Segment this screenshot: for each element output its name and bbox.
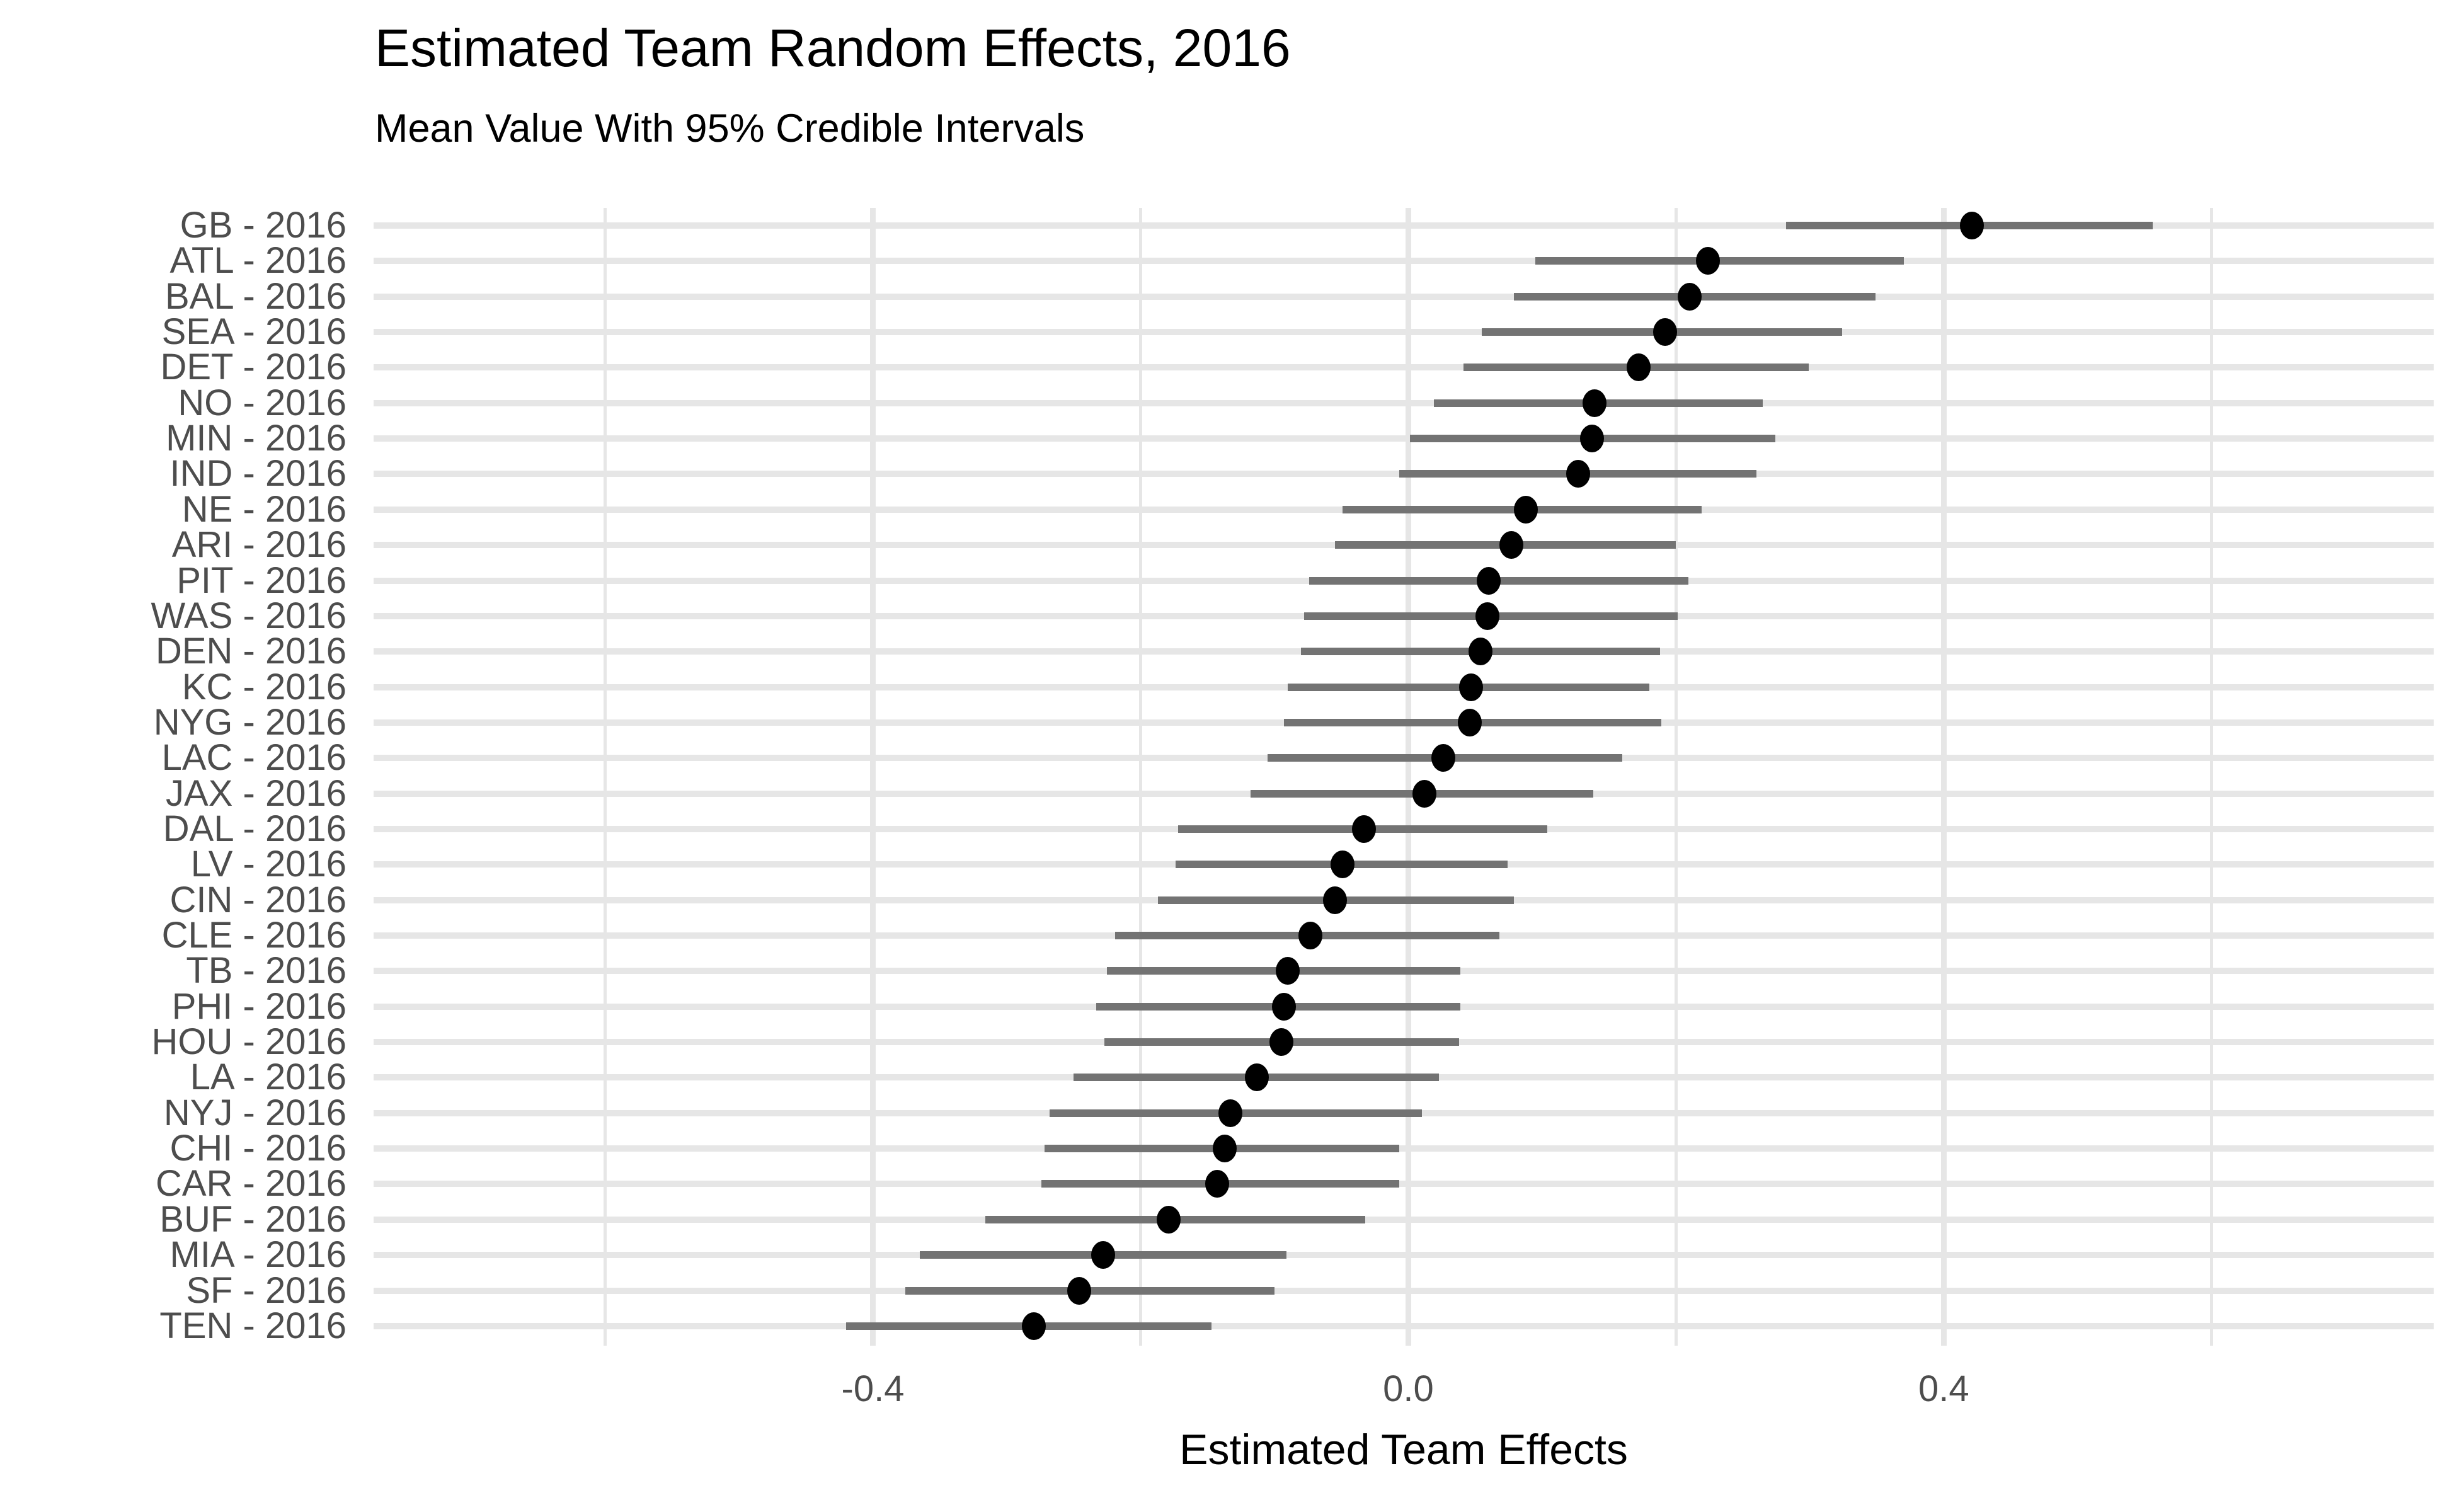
vertical-gridline-major [1405, 208, 1411, 1346]
y-axis-label: BUF - 2016 [159, 1198, 346, 1240]
mean-point [1566, 460, 1591, 488]
mean-point [1322, 886, 1347, 914]
row-gridline [374, 258, 2434, 265]
mean-point [1476, 566, 1501, 595]
y-axis-label: JAX - 2016 [166, 772, 346, 814]
x-axis-tick-label: 0.0 [1383, 1368, 1434, 1409]
row-gridline [374, 222, 2434, 229]
row-gridline [374, 293, 2434, 300]
mean-point [1475, 602, 1499, 630]
y-axis-label: LA - 2016 [190, 1057, 346, 1098]
row-gridline [374, 1287, 2434, 1294]
mean-point [1458, 708, 1482, 736]
mean-point [1218, 1099, 1242, 1127]
x-axis-tick-label: -0.4 [841, 1368, 905, 1409]
mean-point [1696, 247, 1721, 275]
mean-point [1579, 425, 1604, 453]
y-axis-label: DAL - 2016 [163, 808, 346, 849]
y-axis-label: KC - 2016 [181, 666, 346, 707]
y-axis-label: PHI - 2016 [171, 985, 346, 1027]
y-axis-label: SF - 2016 [186, 1269, 346, 1311]
y-axis-label: PIT - 2016 [176, 559, 346, 601]
y-axis-label: SEA - 2016 [161, 311, 346, 353]
mean-point [1499, 531, 1524, 559]
mean-point [1352, 815, 1377, 843]
chart-title: Estimated Team Random Effects, 2016 [375, 18, 1291, 77]
x-axis-title: Estimated Team Effects [1179, 1426, 1628, 1474]
mean-point [1677, 282, 1702, 311]
vertical-gridline-minor [604, 208, 607, 1346]
mean-point [1269, 1028, 1293, 1057]
y-axis-label: NYJ - 2016 [163, 1092, 346, 1133]
mean-point [1626, 353, 1651, 382]
y-axis-label: NYG - 2016 [153, 701, 346, 743]
row-gridline [374, 435, 2434, 442]
y-axis-label: TB - 2016 [186, 950, 346, 992]
y-axis-label: CHI - 2016 [169, 1128, 346, 1169]
row-gridline [374, 1181, 2434, 1188]
mean-point [1245, 1063, 1269, 1092]
chart-subtitle: Mean Value With 95% Credible Intervals [375, 106, 1085, 151]
y-axis-label: CAR - 2016 [155, 1163, 346, 1205]
mean-point [1157, 1205, 1181, 1234]
vertical-gridline-major [1940, 208, 1947, 1346]
y-axis-label: MIN - 2016 [166, 418, 346, 459]
vertical-gridline-minor [2209, 208, 2213, 1346]
y-axis-label: LV - 2016 [190, 844, 346, 885]
mean-point [1514, 495, 1538, 524]
row-gridline [374, 1322, 2434, 1329]
mean-point [1213, 1135, 1237, 1163]
mean-point [1021, 1312, 1046, 1340]
row-gridline [374, 399, 2434, 406]
row-gridline [374, 364, 2434, 371]
y-axis-label: GB - 2016 [180, 205, 346, 246]
mean-point [1205, 1170, 1229, 1198]
mean-point [1459, 673, 1484, 701]
y-axis-label: MIA - 2016 [169, 1234, 346, 1276]
y-axis-label: NO - 2016 [178, 382, 346, 423]
y-axis-label: BAL - 2016 [164, 275, 346, 317]
mean-point [1276, 957, 1300, 985]
mean-point [1067, 1276, 1091, 1305]
plot-panel [374, 208, 2434, 1346]
row-gridline [374, 329, 2434, 336]
y-axis-label: IND - 2016 [169, 453, 346, 495]
mean-point [1331, 850, 1355, 879]
y-axis-label: CLE - 2016 [161, 915, 346, 956]
mean-point [1582, 389, 1606, 417]
y-axis-label: TEN - 2016 [159, 1305, 346, 1346]
vertical-gridline-major [870, 208, 876, 1346]
y-axis-label: LAC - 2016 [161, 737, 346, 779]
mean-point [1412, 779, 1436, 808]
x-axis-tick-label: 0.4 [1918, 1368, 1969, 1409]
y-axis-label: CIN - 2016 [169, 879, 346, 920]
mean-point [1298, 922, 1323, 949]
mean-point [1271, 992, 1296, 1021]
y-axis-label: NE - 2016 [181, 488, 346, 530]
y-axis-label: ATL - 2016 [169, 240, 346, 282]
row-gridline [374, 1216, 2434, 1223]
vertical-gridline-minor [1138, 208, 1142, 1346]
mean-point [1469, 638, 1493, 666]
y-axis-label: DEN - 2016 [155, 631, 346, 672]
mean-point [1959, 212, 1984, 239]
vertical-gridline-minor [1674, 208, 1678, 1346]
row-gridline [374, 1252, 2434, 1259]
y-axis-label: DET - 2016 [160, 346, 346, 388]
y-axis-label: ARI - 2016 [171, 524, 346, 566]
mean-point [1091, 1241, 1115, 1269]
row-gridline [374, 1145, 2434, 1152]
mean-point [1653, 318, 1678, 346]
mean-point [1431, 744, 1455, 772]
y-axis-label: HOU - 2016 [151, 1021, 346, 1063]
y-axis-label: WAS - 2016 [151, 595, 346, 636]
